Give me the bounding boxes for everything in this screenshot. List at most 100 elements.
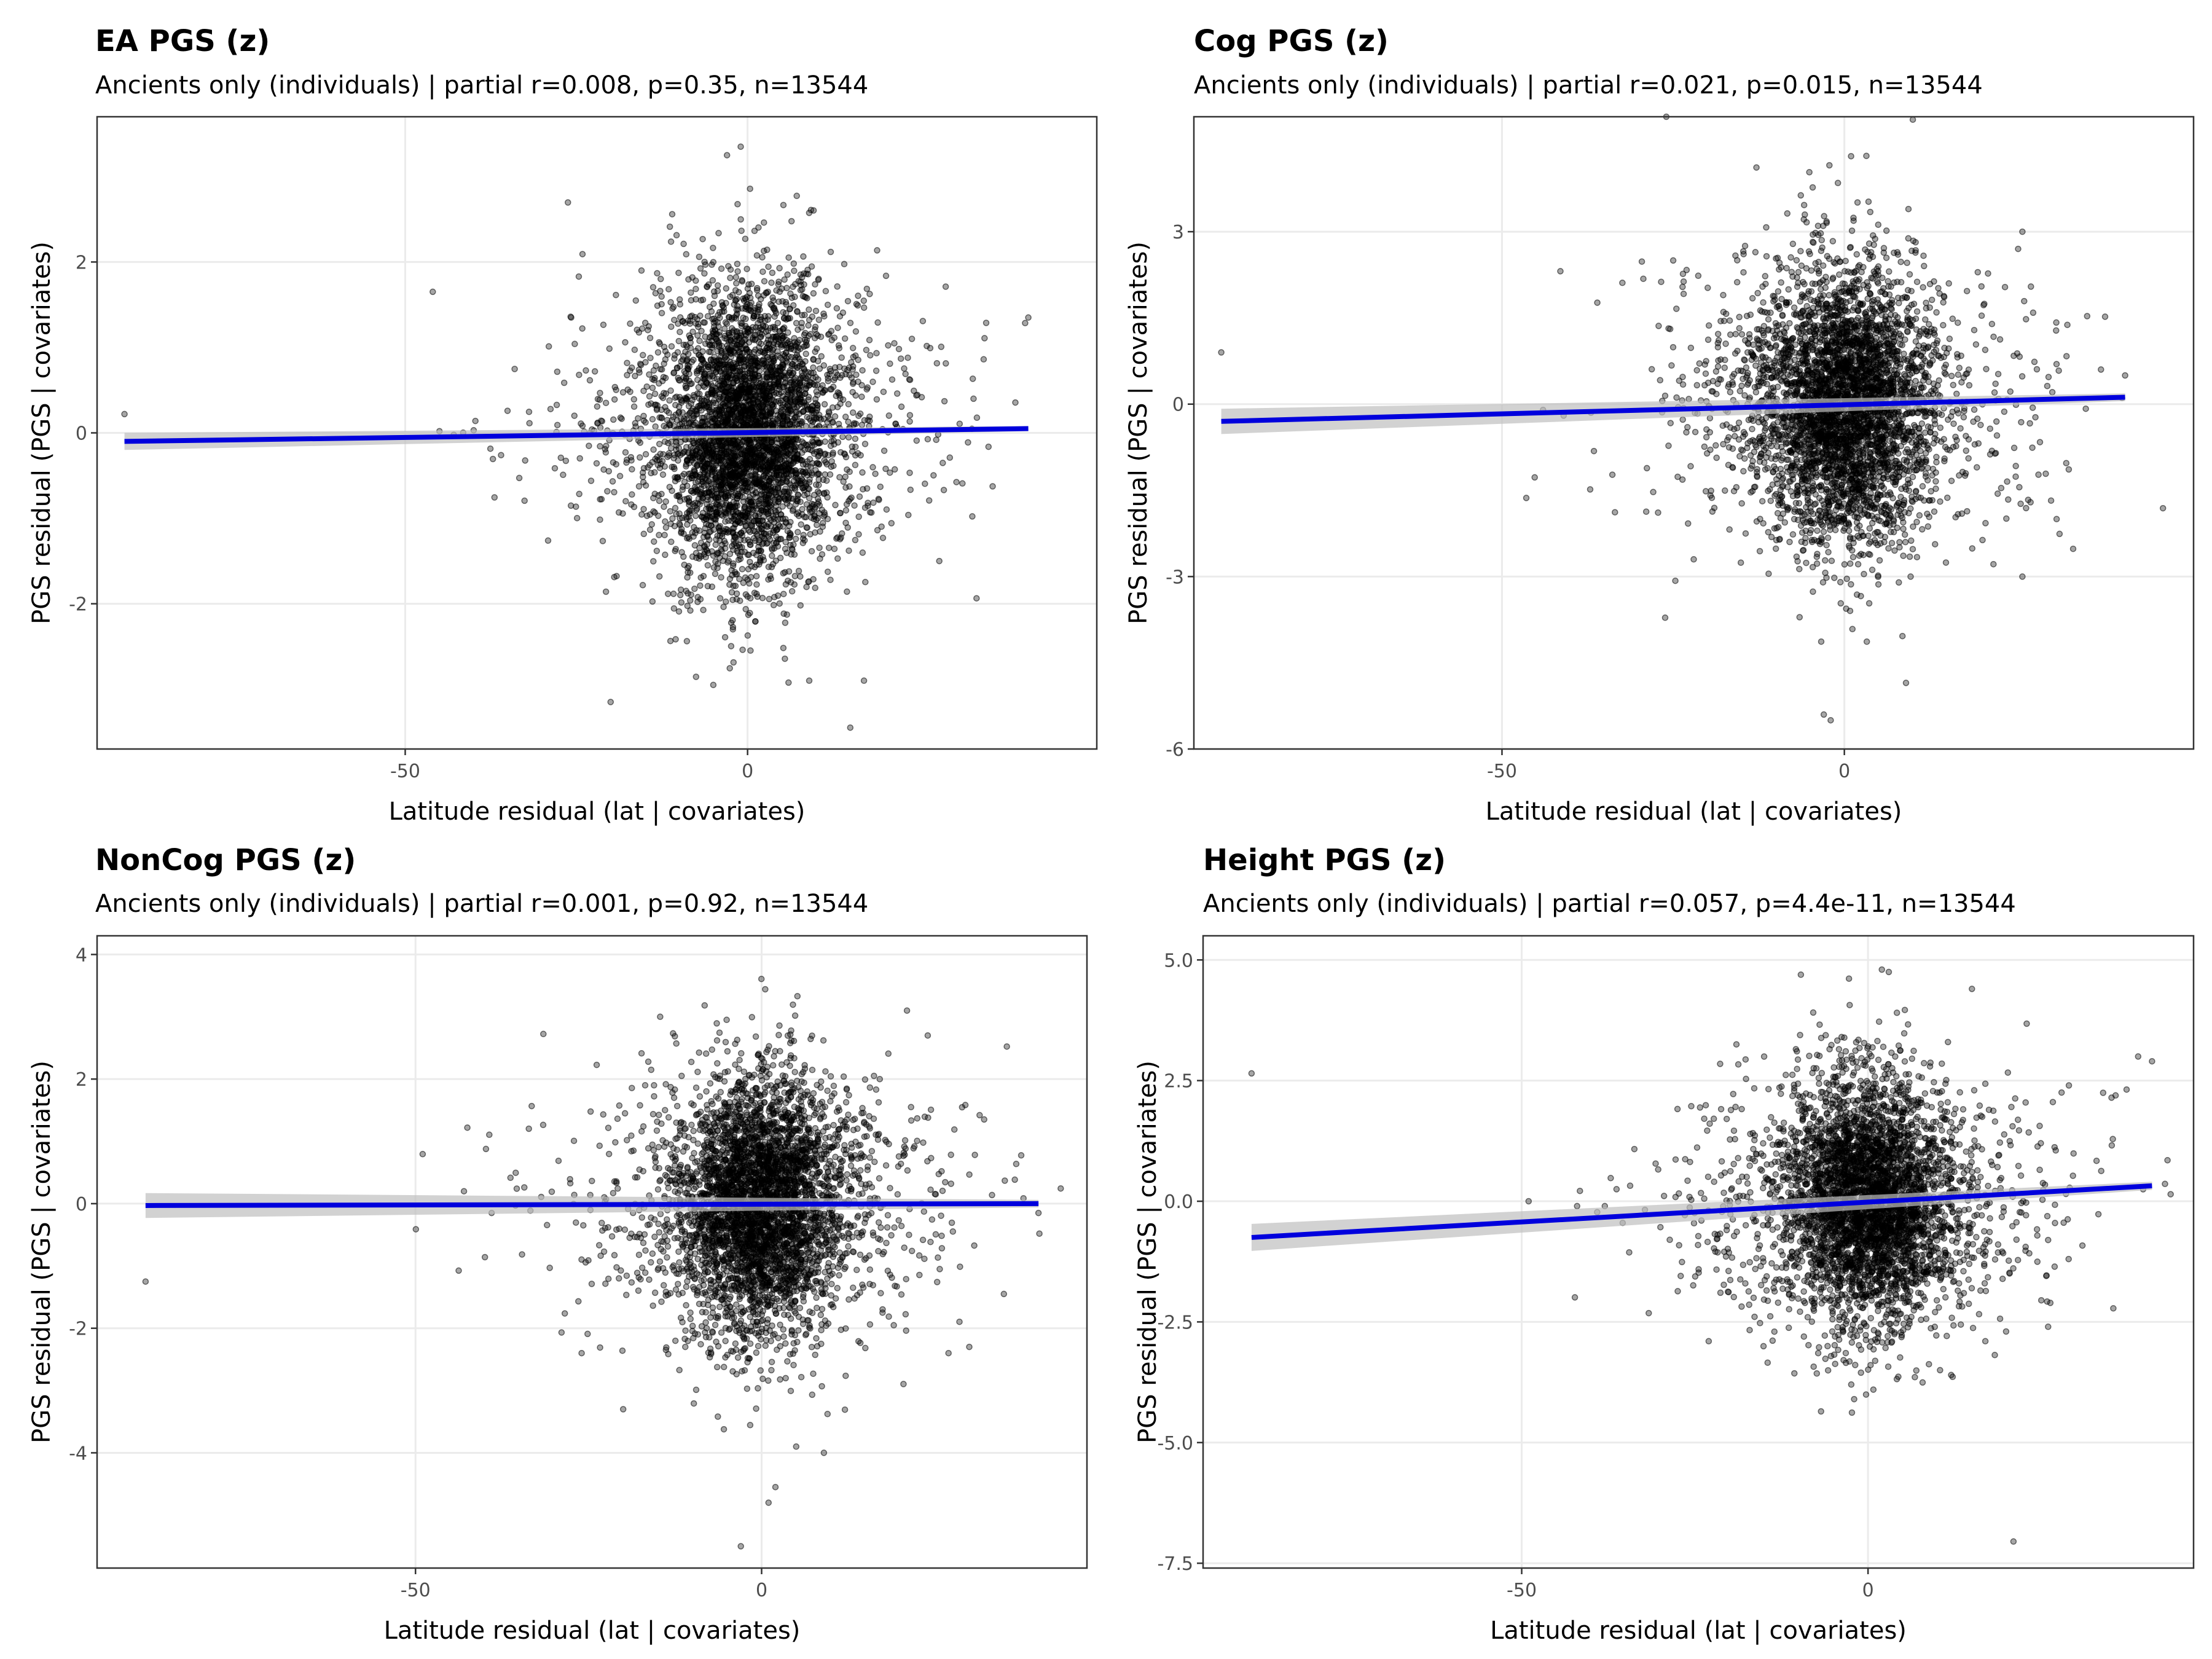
data-point [810, 439, 817, 446]
data-point [759, 408, 766, 415]
data-point [823, 477, 830, 484]
data-point [737, 555, 744, 562]
data-point [659, 458, 666, 465]
data-point [725, 517, 732, 524]
data-point [827, 442, 834, 449]
outlier-point [498, 452, 504, 458]
data-point [759, 467, 766, 474]
data-point [802, 374, 809, 382]
data-point [710, 288, 718, 295]
data-point [898, 403, 905, 410]
data-point [701, 270, 708, 277]
data-point [594, 396, 602, 402]
data-point [907, 486, 914, 493]
data-point [700, 551, 708, 558]
data-point [647, 355, 654, 361]
data-point [684, 482, 691, 489]
data-point [696, 544, 703, 552]
data-point [740, 402, 747, 409]
x-tick-label: 0 [742, 761, 753, 782]
data-point [731, 469, 739, 476]
data-point [1765, 570, 1772, 577]
data-point [645, 401, 652, 408]
data-point [834, 324, 841, 331]
data-point [783, 549, 790, 556]
data-point [786, 503, 793, 509]
data-point [822, 511, 828, 519]
data-point [820, 310, 827, 317]
data-point [822, 288, 830, 295]
data-point [745, 325, 752, 332]
data-point [2055, 367, 2062, 374]
data-point [989, 483, 996, 490]
data-point [706, 334, 713, 341]
data-point [799, 312, 806, 319]
data-point [778, 343, 785, 350]
data-point [695, 351, 702, 358]
data-point [672, 504, 679, 512]
data-point [828, 386, 835, 393]
data-point [732, 534, 739, 541]
data-point [866, 291, 873, 297]
outlier-point [806, 677, 813, 684]
data-point [1655, 509, 1661, 516]
data-point [611, 488, 618, 496]
data-point [725, 364, 732, 371]
data-point [849, 380, 857, 387]
data-point [728, 643, 735, 649]
data-point [637, 360, 644, 367]
data-point [640, 530, 648, 538]
data-point [740, 469, 748, 477]
outlier-point [1025, 314, 1032, 321]
data-point [677, 586, 684, 593]
data-point [713, 357, 720, 364]
data-point [544, 537, 552, 544]
data-point [1978, 283, 1985, 290]
data-point [687, 517, 694, 524]
data-point [771, 389, 777, 396]
data-point [551, 465, 559, 472]
data-point [748, 280, 755, 288]
data-point [727, 449, 734, 456]
data-point [804, 458, 811, 465]
data-point [712, 486, 719, 493]
data-point [693, 411, 700, 418]
data-point [1971, 406, 1978, 414]
data-point [817, 448, 823, 455]
data-point [672, 394, 679, 401]
data-point [824, 301, 831, 308]
data-point [753, 377, 759, 384]
data-point [810, 369, 817, 377]
data-point [675, 337, 683, 345]
data-point [759, 254, 766, 261]
data-point [906, 412, 914, 418]
data-point [791, 581, 798, 588]
data-point [709, 277, 716, 284]
data-point [815, 471, 823, 477]
data-point [973, 595, 980, 602]
data-point [766, 595, 773, 603]
data-point [861, 441, 869, 447]
data-point [727, 275, 734, 281]
data-point [731, 436, 738, 443]
data-point [815, 453, 822, 460]
data-point [942, 283, 949, 290]
data-point [637, 439, 644, 446]
data-point [745, 527, 752, 534]
data-point [688, 289, 694, 296]
data-point [801, 366, 808, 373]
data-point [722, 388, 729, 396]
data-point [696, 555, 703, 562]
data-point [747, 185, 753, 192]
data-point [776, 265, 783, 272]
data-point [737, 216, 744, 223]
data-point [710, 505, 717, 512]
data-point [692, 277, 699, 284]
data-point [675, 377, 683, 383]
data-point [940, 487, 947, 493]
data-point [1714, 331, 1722, 337]
data-point [707, 348, 714, 356]
data-point [653, 547, 661, 554]
data-point [808, 263, 815, 270]
data-point [767, 475, 774, 482]
